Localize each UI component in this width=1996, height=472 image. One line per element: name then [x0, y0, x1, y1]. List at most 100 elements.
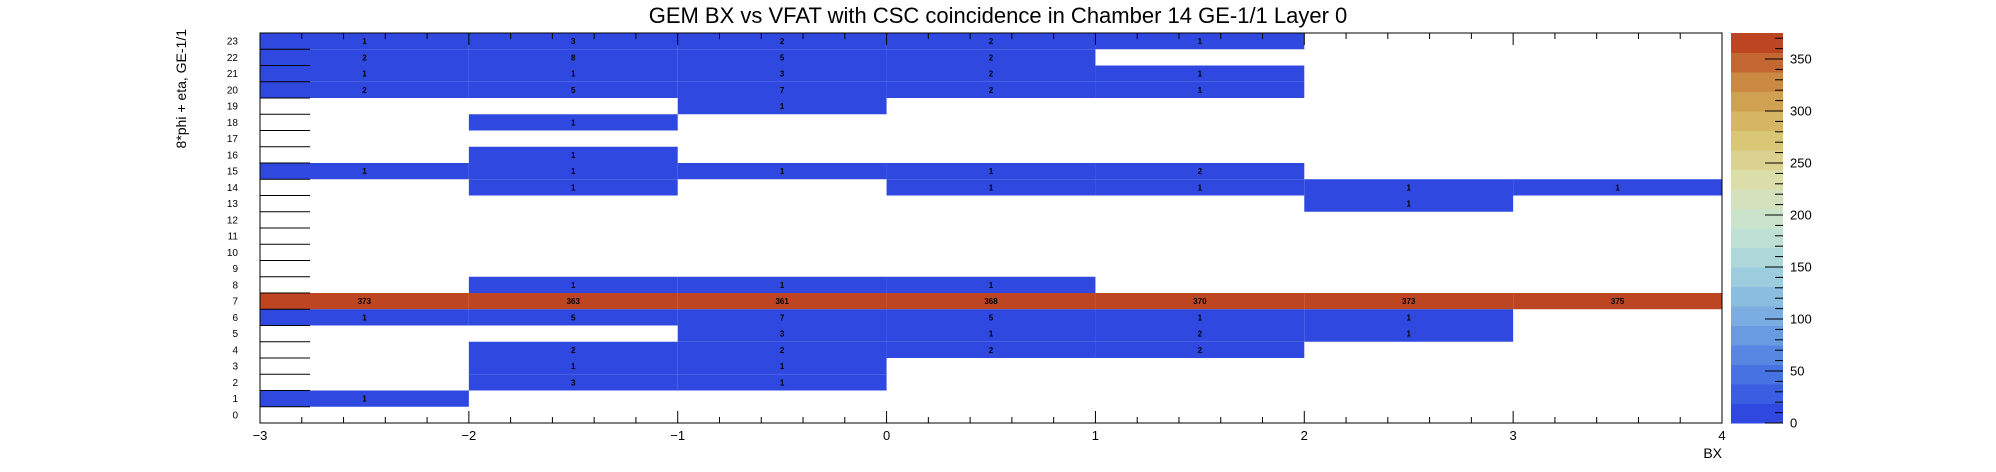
- cell-value-label: 7: [780, 86, 785, 95]
- heatmap-cell: [260, 163, 469, 180]
- heatmap-cell: [468, 309, 678, 326]
- heatmap-cell: [1304, 195, 1514, 212]
- cell-value-label: 2: [989, 86, 994, 95]
- heatmap-cell: [677, 325, 887, 342]
- cell-value-label: 1: [571, 167, 576, 176]
- y-tick-label: 10: [227, 248, 239, 259]
- cell-value-label: 1: [780, 378, 785, 387]
- cell-value-label: 1: [362, 70, 367, 79]
- cell-value-label: 1: [571, 151, 576, 160]
- x-tick-label: 4: [1718, 428, 1725, 443]
- y-tick-label: 18: [227, 118, 239, 129]
- heatmap-cell: [677, 81, 887, 98]
- y-tick-label: 5: [232, 329, 238, 340]
- cell-value-label: 1: [571, 118, 576, 127]
- heatmap-cell: [677, 49, 887, 66]
- cell-value-label: 5: [989, 313, 994, 322]
- y-axis-label: 8*phi + eta, GE-1/1: [173, 29, 189, 149]
- heatmap-cell: [468, 49, 678, 66]
- y-tick-label: 23: [227, 37, 239, 48]
- cell-value-label: 1: [1198, 183, 1203, 192]
- color-scale-band: [1731, 130, 1783, 151]
- cell-value-label: 1: [989, 330, 994, 339]
- x-tick-label: −3: [253, 428, 268, 443]
- heatmap-cell: [260, 33, 469, 50]
- cell-value-label: 1: [362, 395, 367, 404]
- x-tick-label: 3: [1510, 428, 1517, 443]
- heatmap-cell: [260, 293, 469, 310]
- x-tick-label: 0: [883, 428, 890, 443]
- x-tick-label: −1: [670, 428, 685, 443]
- color-scale-band: [1731, 91, 1783, 112]
- heatmap-cell: [468, 293, 678, 310]
- color-scale-band: [1731, 345, 1783, 365]
- y-tick-label: 17: [227, 134, 239, 145]
- heatmap-cell: [886, 163, 1096, 180]
- heatmap-cell: [468, 114, 678, 131]
- cell-value-label: 2: [780, 37, 785, 46]
- heatmap-cell: [886, 309, 1096, 326]
- color-scale-band: [1731, 364, 1783, 385]
- cell-value-label: 2: [780, 346, 785, 355]
- color-scale-band: [1731, 286, 1783, 307]
- heatmap-cell: [468, 341, 678, 358]
- cell-value-label: 1: [780, 362, 785, 371]
- x-tick-label: 2: [1301, 428, 1308, 443]
- cell-value-label: 370: [1193, 297, 1207, 306]
- cell-value-label: 1: [1406, 183, 1411, 192]
- cell-value-label: 1: [989, 167, 994, 176]
- cell-value-label: 1: [1615, 183, 1620, 192]
- y-tick-label: 22: [227, 53, 239, 64]
- color-scale-band: [1731, 52, 1783, 73]
- heatmap-cell: [886, 179, 1096, 196]
- heatmap-cell: [260, 49, 469, 66]
- cell-value-label: 368: [984, 297, 998, 306]
- heatmap-cell: [468, 358, 678, 375]
- cell-value-label: 2: [571, 346, 576, 355]
- cell-value-label: 3: [780, 330, 785, 339]
- heatmap-cell: [1513, 293, 1722, 310]
- cell-value-label: 1: [362, 313, 367, 322]
- cell-value-label: 2: [362, 53, 367, 62]
- heatmap-cells: [260, 33, 1722, 407]
- color-scale-band: [1731, 169, 1783, 190]
- heatmap-cell: [677, 163, 887, 180]
- heatmap-cell: [677, 276, 887, 293]
- y-tick-label: 4: [232, 345, 238, 356]
- heatmap-cell: [1304, 293, 1514, 310]
- y-tick-label: 2: [232, 378, 238, 389]
- heatmap-cell: [1095, 163, 1305, 180]
- cell-value-label: 7: [780, 313, 785, 322]
- color-scale-tick-label: 150: [1790, 260, 1812, 275]
- cell-value-label: 2: [1198, 346, 1203, 355]
- heatmap-cell: [1095, 341, 1305, 358]
- heatmap-cell: [886, 341, 1096, 358]
- axes: −3 −2 −1 0 1 2 3 401234567891011121314151617181…: [227, 33, 1726, 443]
- cell-value-label: 1: [571, 362, 576, 371]
- cell-value-label: 5: [780, 53, 785, 62]
- cell-value-label: 2: [362, 86, 367, 95]
- heatmap-cell: [1095, 293, 1305, 310]
- color-scale-band: [1731, 247, 1783, 268]
- heatmap-cell: [1513, 179, 1722, 196]
- heatmap-cell: [677, 358, 887, 375]
- y-tick-label: 6: [232, 313, 238, 324]
- heatmap-cell: [468, 146, 678, 163]
- cell-value-label: 2: [1198, 330, 1203, 339]
- heatmap-cell: [260, 65, 469, 82]
- cell-value-label: 1: [1198, 37, 1203, 46]
- cell-value-label: 1: [571, 70, 576, 79]
- cell-value-label: 5: [571, 86, 576, 95]
- y-tick-label: 21: [227, 69, 239, 80]
- heatmap-cell: [677, 341, 887, 358]
- heatmap-cell: [1095, 81, 1305, 98]
- cell-value-label: 2: [1198, 167, 1203, 176]
- heatmap-cell: [1304, 179, 1514, 196]
- y-tick-label: 9: [232, 264, 238, 275]
- heatmap-cell: [1304, 325, 1514, 342]
- cell-value-label: 1: [1198, 313, 1203, 322]
- cell-value-label: 8: [571, 53, 576, 62]
- color-scale-tick-label: 100: [1790, 312, 1812, 327]
- cell-value-label: 1: [571, 281, 576, 290]
